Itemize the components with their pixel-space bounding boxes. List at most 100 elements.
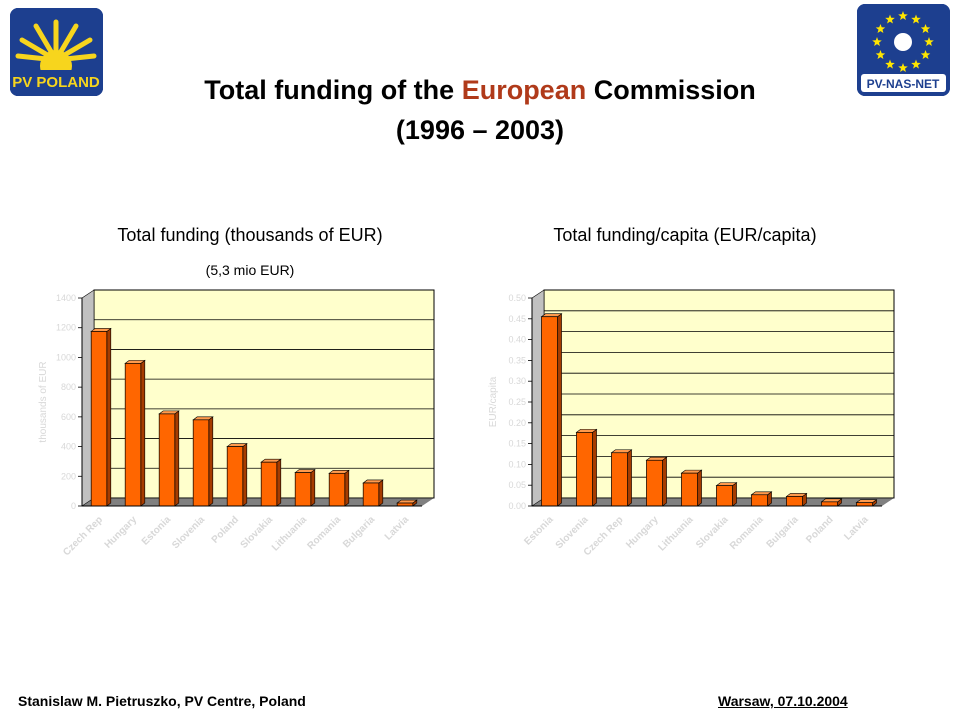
bar-top [192, 416, 214, 421]
x-tick-label: Slovakia [694, 514, 731, 551]
y-tick-label: 1200 [56, 323, 76, 333]
bar [158, 413, 176, 507]
x-tick-label: Estonia [522, 514, 556, 548]
bar-side [627, 449, 632, 507]
sun-logo-icon: PV POLAND [10, 8, 103, 96]
x-tick-label: Hungary [103, 514, 140, 551]
chart1-title: Total funding (thousands of EUR) [117, 225, 383, 245]
x-tick-label: Bulgaria [765, 514, 801, 550]
x-tick-label: Lithuania [270, 514, 310, 554]
y-tick-label: 1400 [56, 293, 76, 303]
bar [541, 316, 558, 507]
y-tick-label: 0.25 [508, 397, 526, 407]
footer-date: Warsaw, 07.10.2004 [718, 693, 848, 709]
pv-poland-logo: PV POLAND [10, 8, 103, 96]
x-tick-label: Latvia [383, 514, 412, 543]
y-tick-label: 0 [71, 501, 76, 511]
footer-author: Stanislaw M. Pietruszko, PV Centre, Pola… [18, 693, 306, 709]
bar-top [785, 493, 808, 497]
y-tick-label: 0.15 [508, 439, 526, 449]
bar-top [124, 360, 146, 364]
eu-star-icon [872, 37, 882, 46]
bar-side [557, 313, 562, 507]
bar-top [680, 469, 703, 474]
chart-funding-per-capita: 0.00 0.05 0.10 0.15 0.20 0.25 0.30 0.35 0.40 0.45… [488, 289, 895, 558]
bar [751, 494, 768, 507]
pv-poland-logo-text: PV POLAND [12, 74, 100, 91]
title-suffix: Commission [586, 75, 756, 105]
bar-top [645, 456, 668, 461]
y-tick-label: 0.50 [508, 293, 526, 303]
x-tick-label: Bulgaria [341, 514, 377, 550]
bar [90, 331, 108, 507]
eu-star-icon [911, 14, 921, 24]
bar [646, 459, 663, 507]
x-tick-label: Poland [804, 514, 835, 545]
y-tick-label: 0.00 [508, 501, 526, 511]
bar-top [540, 313, 563, 318]
bar [226, 446, 244, 507]
bar [260, 461, 278, 507]
bar-side [592, 428, 597, 507]
eu-star-icon [924, 37, 934, 46]
bar-top [260, 458, 282, 463]
x-tick-label: Latvia [842, 514, 871, 543]
eu-star-icon [885, 14, 895, 24]
bar-side [697, 469, 702, 507]
chart2-title: Total funding/capita (EUR/capita) [553, 225, 817, 245]
bar-top [855, 499, 878, 503]
bar [328, 472, 346, 507]
y-tick-label: 0.05 [508, 480, 526, 490]
bar-top [158, 410, 180, 415]
bar [294, 472, 312, 507]
bar-top [328, 470, 350, 474]
bar-side [106, 327, 112, 507]
y-tick-label: 0.40 [508, 335, 526, 345]
bar [681, 472, 698, 507]
bar-side [242, 442, 248, 507]
eu-star-icon [898, 11, 908, 20]
eu-star-icon [875, 24, 886, 33]
bar-side [732, 482, 737, 507]
bar-side [276, 458, 282, 507]
y-tick-label: 1000 [56, 352, 76, 362]
y-axis-label: thousands of EUR [38, 361, 49, 442]
x-tick-label: Czech Rep [61, 514, 105, 558]
x-tick-label: Hungary [624, 514, 661, 551]
x-tick-label: Poland [210, 514, 241, 545]
page-title-years: (1996 – 2003) [395, 115, 565, 145]
bar-top [226, 443, 248, 447]
y-tick-label: 400 [61, 442, 76, 452]
bar [362, 482, 380, 507]
pv-nas-net-logo-text: PV-NAS-NET [867, 77, 940, 91]
bar-side [208, 416, 214, 507]
bar-top [90, 328, 112, 332]
chart1-subtitle: (5,3 mio EUR) [205, 262, 295, 278]
bar-top [575, 429, 598, 433]
eu-stars-logo-icon: PV-NAS-NET [857, 4, 950, 96]
bar [821, 501, 838, 507]
y-axis-label: EUR/capita [488, 376, 499, 427]
y-tick-label: 200 [61, 471, 76, 481]
bar [786, 496, 803, 507]
bar [611, 452, 628, 507]
y-tick-label: 0.10 [508, 459, 526, 469]
x-tick-label: Estonia [140, 514, 174, 548]
bar [576, 432, 593, 507]
bar-top [396, 499, 418, 504]
chart-total-funding: 0 200 400 600 800 1000 1200 1400 thousands of EU… [38, 289, 435, 558]
x-tick-label: Slovenia [170, 514, 207, 551]
y-tick-label: 0.45 [508, 314, 526, 324]
eu-star-icon [898, 63, 908, 72]
bar-top [610, 449, 633, 454]
bar [124, 363, 142, 507]
x-tick-label: Lithuania [656, 514, 696, 554]
bar-side [174, 410, 180, 507]
y-tick-label: 0.20 [508, 418, 526, 428]
bar-side [140, 359, 146, 507]
y-tick-label: 600 [61, 412, 76, 422]
y-tick-label: 800 [61, 382, 76, 392]
bar-top [820, 498, 843, 503]
bar-side [378, 479, 384, 507]
bar-side [310, 468, 316, 507]
